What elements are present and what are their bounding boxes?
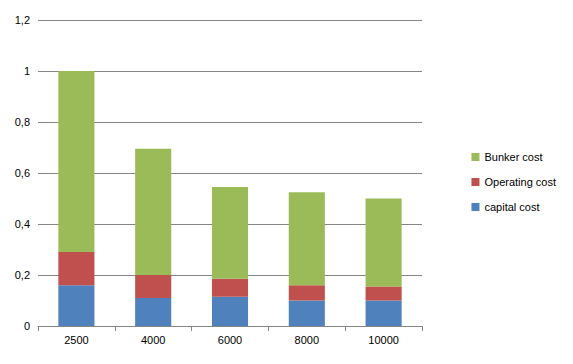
svg-text:0,8: 0,8 (15, 116, 30, 128)
svg-text:8000: 8000 (295, 334, 319, 346)
svg-text:Bunker cost: Bunker cost (484, 151, 542, 163)
svg-text:0: 0 (24, 320, 30, 332)
svg-text:4000: 4000 (141, 334, 165, 346)
svg-text:0,6: 0,6 (15, 167, 30, 179)
svg-text:Operating cost: Operating cost (484, 176, 556, 188)
svg-text:1,2: 1,2 (15, 14, 30, 26)
svg-text:10000: 10000 (368, 334, 399, 346)
svg-text:0,2: 0,2 (15, 269, 30, 281)
svg-text:1: 1 (24, 65, 30, 77)
svg-text:6000: 6000 (218, 334, 242, 346)
svg-text:2500: 2500 (64, 334, 88, 346)
svg-text:capital cost: capital cost (484, 201, 539, 213)
svg-text:0,4: 0,4 (15, 218, 30, 230)
